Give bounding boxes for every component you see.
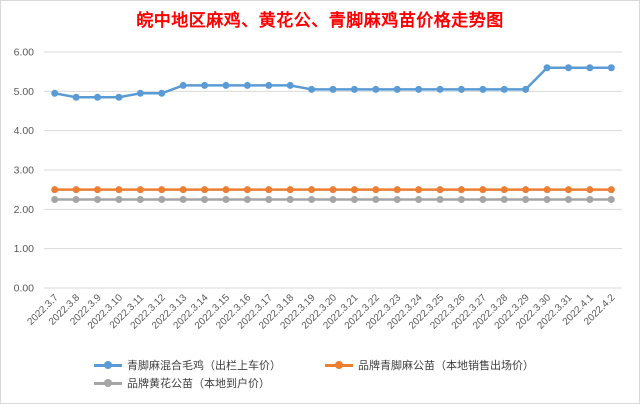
data-point: [500, 85, 508, 93]
data-point: [543, 64, 551, 72]
data-point: [51, 196, 59, 203]
data-point: [393, 196, 401, 203]
data-point: [500, 196, 508, 203]
y-tick-label: 2.00: [14, 204, 35, 216]
data-point: [136, 186, 144, 194]
data-point: [479, 186, 487, 194]
data-point: [350, 196, 358, 203]
data-point: [158, 196, 166, 203]
data-point: [415, 85, 423, 93]
data-point: [222, 196, 230, 203]
data-point: [564, 186, 572, 194]
data-point: [308, 196, 316, 203]
data-point: [329, 196, 337, 203]
data-point: [115, 196, 123, 203]
data-point: [115, 93, 123, 101]
data-point: [393, 85, 401, 93]
data-point: [243, 186, 251, 194]
data-point: [500, 186, 508, 194]
x-axis-ticks: 2022.3.72022.3.82022.3.92022.3.102022.3.…: [26, 292, 618, 332]
data-point: [436, 85, 444, 93]
data-point: [265, 186, 273, 194]
data-point: [94, 186, 102, 194]
data-point: [457, 196, 465, 203]
data-point: [329, 186, 337, 194]
data-point: [607, 196, 615, 203]
data-point: [222, 186, 230, 194]
chart-title: 皖中地区麻鸡、黄花公、青脚麻鸡苗价格走势图: [136, 11, 504, 31]
data-point: [479, 85, 487, 93]
data-point: [158, 186, 166, 194]
series-1: [51, 64, 615, 101]
data-point: [94, 93, 102, 101]
data-point: [222, 81, 230, 89]
data-point: [179, 186, 187, 194]
data-point: [564, 64, 572, 72]
series-group: [51, 64, 615, 203]
data-point: [72, 186, 80, 194]
data-point: [522, 196, 530, 203]
series-2: [51, 186, 615, 194]
data-point: [543, 186, 551, 194]
data-point: [436, 186, 444, 194]
data-point: [415, 186, 423, 194]
data-point: [201, 186, 209, 194]
y-tick-label: 4.00: [14, 125, 35, 137]
data-point: [265, 196, 273, 203]
y-tick-label: 3.00: [14, 165, 35, 177]
data-point: [329, 85, 337, 93]
data-point: [372, 85, 380, 93]
data-point: [179, 81, 187, 89]
data-point: [543, 196, 551, 203]
data-point: [243, 196, 251, 203]
data-point: [564, 196, 572, 203]
data-point: [179, 196, 187, 203]
data-point: [586, 64, 594, 72]
data-point: [94, 196, 102, 203]
data-point: [286, 186, 294, 194]
data-point: [158, 89, 166, 97]
y-tick-label: 5.00: [14, 86, 35, 98]
data-point: [51, 186, 59, 194]
data-point: [607, 64, 615, 72]
data-point: [72, 93, 80, 101]
data-point: [243, 81, 251, 89]
data-point: [436, 196, 444, 203]
data-point: [350, 85, 358, 93]
data-point: [201, 196, 209, 203]
y-axis-ticks: 0.00 1.00 2.00 3.00 4.00 5.00 6.00: [14, 47, 35, 295]
data-point: [115, 186, 123, 194]
data-point: [586, 196, 594, 203]
data-point: [479, 196, 487, 203]
data-point: [308, 186, 316, 194]
data-point: [586, 186, 594, 194]
data-point: [607, 186, 615, 194]
y-tick-label: 0.00: [14, 283, 35, 295]
y-tick-label: 6.00: [14, 47, 35, 59]
data-point: [265, 81, 273, 89]
data-point: [308, 85, 316, 93]
data-point: [286, 196, 294, 203]
data-point: [372, 196, 380, 203]
data-point: [136, 89, 144, 97]
data-point: [136, 196, 144, 203]
y-tick-label: 1.00: [14, 243, 35, 255]
data-point: [457, 85, 465, 93]
data-point: [522, 186, 530, 194]
data-point: [522, 85, 530, 93]
data-point: [415, 196, 423, 203]
data-point: [350, 186, 358, 194]
series-3: [51, 196, 615, 203]
data-point: [201, 81, 209, 89]
data-point: [457, 186, 465, 194]
data-point: [393, 186, 401, 194]
data-point: [51, 89, 59, 97]
data-point: [372, 186, 380, 194]
data-point: [286, 81, 294, 89]
data-point: [72, 196, 80, 203]
